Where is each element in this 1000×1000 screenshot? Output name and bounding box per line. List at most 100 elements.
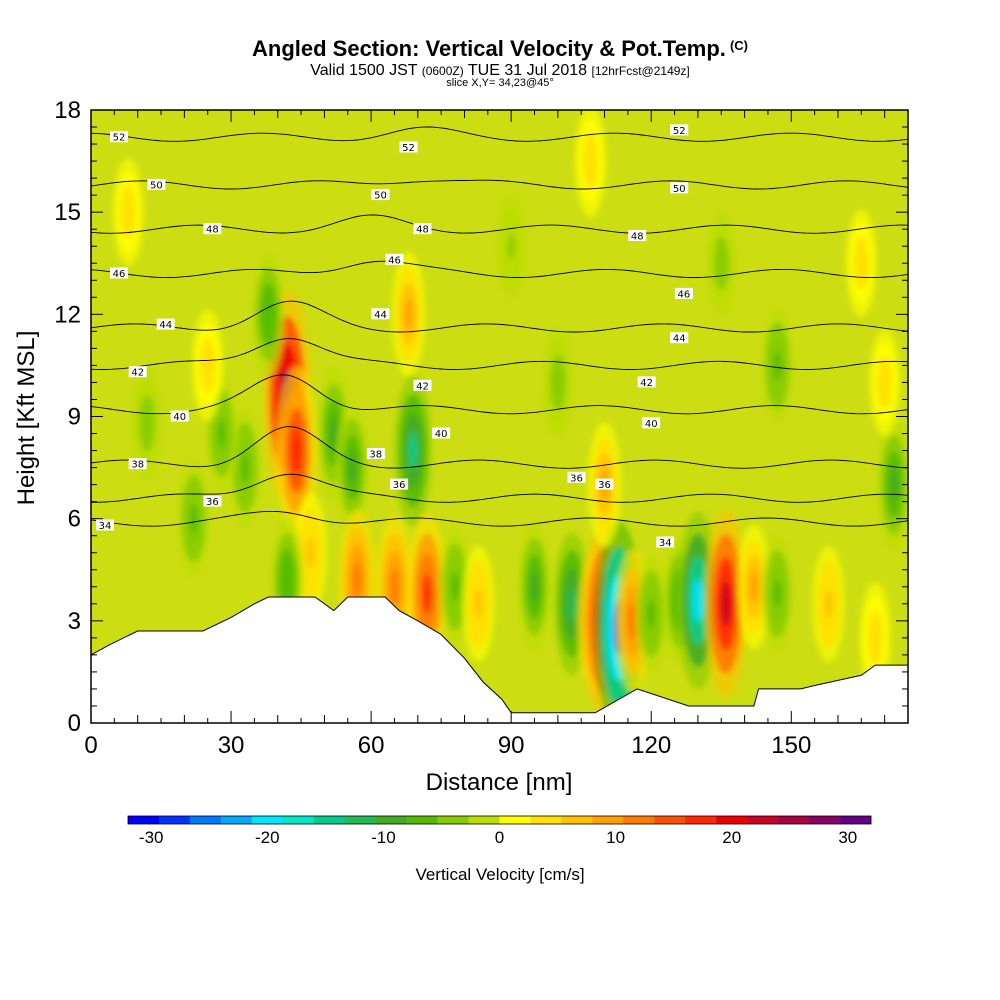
contour-label-38-0: 38 [131, 460, 144, 471]
isentrope-34 [91, 510, 908, 527]
contour-label-bg-42-0 [128, 366, 147, 378]
colorbar-swatch-11 [468, 816, 500, 824]
contour-label-36-2: 36 [570, 473, 583, 484]
velocity-cell-12-level-3 [390, 568, 399, 605]
colorbar-swatch-1 [158, 816, 191, 824]
contour-label-bg-44-0 [156, 318, 175, 330]
contour-label-40-2: 40 [645, 419, 658, 430]
contour-label-42-1: 42 [416, 381, 429, 392]
velocity-cell-38-level-3 [507, 233, 515, 260]
contour-label-bg-52-2 [670, 124, 689, 136]
contour-label-bg-38-0 [128, 458, 147, 470]
colorbar-swatch-6 [313, 816, 346, 824]
velocity-cell-5-level-3 [189, 504, 198, 534]
valid-zulu: (0600Z) [421, 64, 464, 78]
velocity-cell-8-level-3 [348, 451, 357, 484]
colorbar-swatch-22 [809, 816, 841, 824]
contour-label-36-1: 36 [393, 480, 406, 491]
colorbar-tick-label: -20 [255, 828, 280, 847]
y-tick-label: 18 [54, 97, 81, 124]
velocity-cell-32-level-3 [889, 467, 899, 502]
velocity-cell-33-level-3 [554, 368, 562, 397]
contour-label-bg-52-1 [399, 141, 418, 153]
colorbar-swatch-18 [685, 816, 717, 824]
contour-label-bg-34-0 [96, 519, 114, 531]
velocity-cell-28-level-3 [749, 571, 759, 603]
colorbar-swatch-7 [344, 816, 376, 824]
contour-label-bg-40-2 [642, 417, 661, 429]
velocity-cell-31-level-3 [871, 623, 880, 652]
x-tick-label: 0 [84, 732, 97, 759]
contour-label-44-0: 44 [159, 320, 172, 331]
colorbar-swatch-12 [499, 816, 531, 824]
velocity-cell-10-level-3 [408, 431, 418, 470]
contour-label-40-1: 40 [435, 429, 448, 440]
contour-label-bg-46-0 [110, 267, 128, 279]
velocity-cell-42-level-3 [880, 369, 889, 396]
forecast-info: [12hrFcst@2149z] [591, 64, 690, 78]
slice-info: slice X,Y= 34,23@45° [446, 77, 554, 89]
contour-label-46-1: 46 [388, 255, 401, 266]
contour-label-bg-48-0 [203, 223, 222, 235]
contour-labels: 34 34 36 36 36 36 38 38 40 40 40 42 42 42 44 44 44 46 46 46… [96, 124, 693, 549]
contour-label-36-0: 36 [206, 497, 219, 508]
colorbar-swatch-13 [530, 816, 562, 824]
velocity-cell-15-level-3 [282, 564, 292, 596]
velocity-cell-9-level-3 [404, 298, 413, 330]
contour-label-bg-36-3 [595, 478, 614, 490]
colorbar-swatch-2 [189, 816, 222, 824]
colorbar-swatch-0 [128, 816, 160, 824]
x-tick-label: 120 [631, 732, 671, 759]
contour-label-36-3: 36 [598, 480, 611, 491]
velocity-cell-4-level-3 [217, 418, 226, 449]
colorbar: -30 -20 -10 0 10 20 30 [127, 815, 872, 847]
contour-label-50-1: 50 [374, 191, 387, 202]
colorbar-tick-label: 0 [495, 828, 504, 847]
chart-title-text: Angled Section: Vertical Velocity & Pot.… [252, 36, 726, 61]
colorbar-swatch-8 [375, 816, 407, 824]
terrain [91, 596, 908, 723]
isentrope-36 [91, 473, 908, 503]
contour-label-50-2: 50 [673, 184, 686, 195]
contour-label-bg-52-0 [110, 131, 128, 143]
contour-label-bg-50-0 [147, 178, 166, 190]
velocity-cell-40-level-3 [124, 198, 133, 226]
isentrope-38 [91, 426, 908, 469]
contour-label-52-1: 52 [402, 143, 415, 154]
colorbar-swatch-5 [282, 816, 315, 824]
contour-label-52-2: 52 [673, 126, 686, 137]
y-tick-label: 6 [68, 506, 81, 533]
chart-title-unit: (C) [729, 38, 748, 53]
colorbar-swatch-16 [623, 816, 655, 824]
colorbar-title: Vertical Velocity [cm/s] [415, 865, 584, 884]
colorbar-swatch-10 [437, 816, 469, 824]
velocity-cell-23-level-3 [628, 602, 638, 639]
velocity-cell-30-level-3 [824, 589, 833, 619]
colorbar-swatch-4 [251, 816, 284, 824]
contour-label-48-1: 48 [416, 225, 429, 236]
colorbar-frame [127, 815, 872, 825]
contour-label-42-0: 42 [131, 368, 144, 379]
y-tick-label: 9 [68, 404, 81, 431]
isentrope-lines [91, 126, 908, 527]
contour-label-bg-40-0 [170, 410, 189, 422]
x-tick-label: 30 [218, 732, 245, 759]
y-tick-label: 15 [54, 199, 81, 226]
velocity-cell-39-level-3 [203, 351, 212, 380]
isentrope-46 [91, 260, 908, 279]
colorbar-tick-label: 20 [722, 828, 741, 847]
velocity-cell-19-level-3 [567, 585, 577, 622]
colorbar-swatch-20 [747, 816, 779, 824]
colorbar-swatch-14 [561, 816, 593, 824]
contour-label-40-0: 40 [173, 412, 186, 423]
chart-subtitle: Valid 1500 JST (0600Z) TUE 31 Jul 2018 [… [0, 62, 1000, 80]
isentrope-52 [91, 126, 908, 142]
isentrope-42 [91, 338, 908, 370]
colorbar-tick-label: -10 [371, 828, 396, 847]
velocity-cell-24-level-3 [647, 599, 656, 629]
velocity-cell-2-level-3 [264, 298, 273, 330]
velocity-cell-6-level-3 [143, 409, 151, 438]
contour-label-bg-38-1 [366, 448, 385, 459]
contour-label-42-2: 42 [640, 378, 653, 389]
contour-label-bg-44-1 [371, 308, 390, 320]
